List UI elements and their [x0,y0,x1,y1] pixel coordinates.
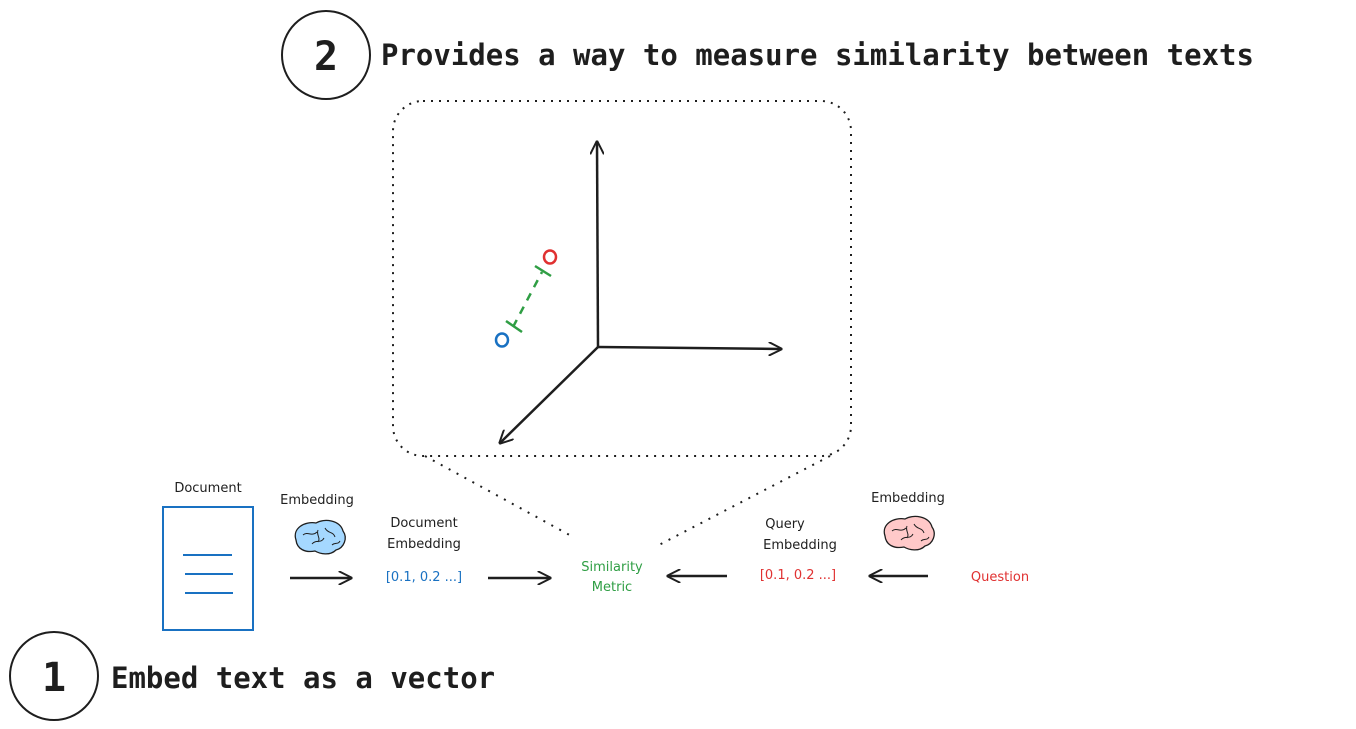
step-2-number: 2 [314,34,338,80]
step-2-text: Provides a way to measure similarity bet… [381,38,1254,72]
step-2: 2 Provides a way to measure similarity b… [281,10,1254,100]
document-vector-point [494,332,510,348]
step-1: 1 Embed text as a vector [9,631,495,721]
query-vector-point [542,249,558,265]
zoom-line-left [424,455,576,539]
step-1-circle [9,631,99,721]
z-axis [500,346,599,443]
brain-icon-pink [883,515,935,551]
brain-icon-blue [294,519,346,555]
question-label: Question [971,570,1029,585]
query-vector: [0.1, 0.2 ...] [760,568,836,583]
y-axis [597,142,598,348]
step-1-text: Embed text as a vector [111,661,495,695]
doc-embedding-label-line1: Document [390,516,457,531]
similarity-label-line2: Metric [592,580,632,595]
step-2-circle [281,10,371,100]
x-axis [597,347,781,349]
doc-vector: [0.1, 0.2 ...] [386,570,462,585]
doc-embedding-label-line2: Embedding [387,537,461,552]
query-embedding-model-label: Embedding [871,491,945,506]
similarity-distance [505,264,552,334]
document-icon [162,506,254,631]
document-label: Document [174,481,241,496]
axes [500,142,781,443]
vector-space-box [392,100,852,457]
query-embedding-label-line2: Embedding [763,538,837,553]
step-1-number: 1 [42,655,66,701]
doc-embedding-model-label: Embedding [280,493,354,508]
query-embedding-label-line1: Query [765,517,805,532]
zoom-line-right [656,455,831,547]
similarity-label-line1: Similarity [581,560,643,575]
